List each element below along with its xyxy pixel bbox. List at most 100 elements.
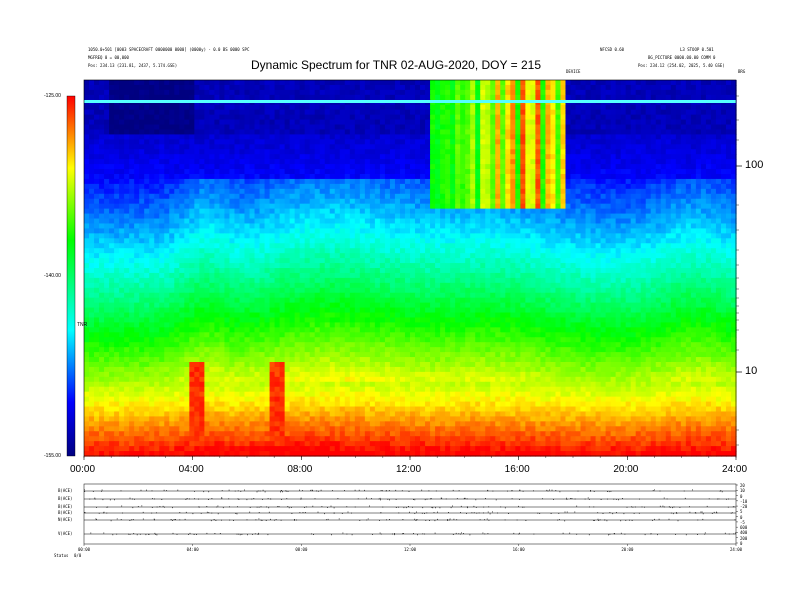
spectrum-cell bbox=[605, 154, 612, 160]
spectrum-cell bbox=[104, 258, 110, 264]
spectrum-cell bbox=[94, 188, 100, 195]
spectrum-cell bbox=[410, 208, 416, 215]
spectrum-cell bbox=[430, 80, 436, 86]
spectrum-cell bbox=[344, 124, 351, 131]
spectrum-cell bbox=[154, 213, 160, 220]
spectrum-cell bbox=[89, 183, 95, 190]
spectrum-cell bbox=[294, 218, 301, 225]
spectrum-cell bbox=[475, 238, 481, 244]
spectrum-cell bbox=[99, 248, 105, 254]
spectrum-cell bbox=[184, 119, 190, 126]
spectrum-cell bbox=[700, 208, 707, 215]
spectrum-cell bbox=[720, 84, 727, 91]
spectrum-cell bbox=[515, 134, 521, 140]
spectrum-cell bbox=[294, 178, 301, 185]
spectrum-cell bbox=[475, 139, 481, 145]
spectrum-cell bbox=[720, 198, 727, 205]
spectrum-cell bbox=[229, 149, 236, 155]
spectrum-cell bbox=[435, 144, 441, 150]
spectrum-cell bbox=[480, 238, 486, 244]
spectrum-cell bbox=[515, 188, 521, 195]
spectrum-cell bbox=[364, 178, 371, 185]
spectrum-cell bbox=[109, 134, 115, 140]
spectrum-cell bbox=[445, 84, 451, 91]
spectrum-cell bbox=[234, 89, 241, 96]
spectrum-cell bbox=[710, 183, 717, 190]
spectrum-cell bbox=[590, 263, 597, 269]
spectrum-cell bbox=[645, 248, 652, 254]
spectrum-cell bbox=[84, 263, 90, 269]
spectrum-cell bbox=[440, 218, 446, 225]
spectrum-cell bbox=[189, 174, 195, 180]
spectrum-cell bbox=[710, 159, 717, 165]
spectrum-cell bbox=[590, 80, 597, 86]
spectrum-cell bbox=[324, 178, 331, 185]
spectrum-cell bbox=[329, 109, 336, 116]
spectrum-cell bbox=[264, 263, 271, 269]
spectrum-cell bbox=[500, 174, 506, 180]
spectrum-cell bbox=[174, 164, 180, 170]
spectrum-cell bbox=[229, 84, 236, 91]
spectrum-cell bbox=[284, 233, 291, 239]
spectrum-cell bbox=[344, 149, 351, 155]
spectrum-cell bbox=[435, 114, 441, 121]
spectrum-cell bbox=[119, 174, 125, 180]
spectrum-cell bbox=[89, 218, 95, 225]
spectrum-cell bbox=[219, 80, 226, 86]
spectrum-cell bbox=[715, 208, 722, 215]
spectrum-cell bbox=[505, 149, 511, 155]
spectrum-cell bbox=[249, 94, 256, 101]
spectrum-cell bbox=[209, 124, 215, 131]
spectrum-cell bbox=[394, 228, 401, 234]
spectrum-cell bbox=[299, 263, 306, 269]
spectrum-cell bbox=[420, 193, 426, 200]
spectrum-cell bbox=[585, 80, 592, 86]
spectrum-cell bbox=[359, 144, 366, 150]
spectrum-cell bbox=[705, 238, 712, 244]
spectrum-cell bbox=[394, 174, 401, 180]
spectrum-cell bbox=[605, 84, 612, 91]
spectrum-cell bbox=[715, 174, 722, 180]
spectrum-cell bbox=[129, 228, 135, 234]
spectrum-cell bbox=[470, 208, 476, 215]
spectrum-cell bbox=[154, 89, 160, 96]
spectrum-cell bbox=[154, 164, 160, 170]
spectrum-cell bbox=[660, 94, 667, 101]
spectrum-cell bbox=[309, 238, 316, 244]
spectrum-cell bbox=[480, 114, 486, 121]
spectrum-cell bbox=[89, 243, 95, 249]
spectrum-cell bbox=[490, 218, 496, 225]
spectrum-cell bbox=[555, 124, 562, 131]
spectrum-cell bbox=[565, 213, 572, 220]
spectrum-cell bbox=[600, 243, 607, 249]
spectrum-cell bbox=[550, 164, 557, 170]
spectrum-cell bbox=[560, 139, 567, 145]
spectrum-cell bbox=[374, 233, 381, 239]
spectrum-cell bbox=[394, 164, 401, 170]
spectrum-cell bbox=[535, 183, 541, 190]
spectrum-cell bbox=[710, 104, 717, 111]
spectrum-cell bbox=[485, 139, 491, 145]
spectrum-cell bbox=[490, 258, 496, 264]
spectrum-cell bbox=[229, 223, 236, 230]
spectrum-cell bbox=[324, 233, 331, 239]
spectrum-cell bbox=[154, 129, 160, 136]
spectrum-cell bbox=[254, 139, 261, 145]
spectrum-cell bbox=[114, 169, 120, 175]
spectrum-cell bbox=[720, 193, 727, 200]
spectrum-cell bbox=[249, 124, 256, 131]
spectrum-cell bbox=[374, 248, 381, 254]
spectrum-cell bbox=[389, 124, 396, 131]
spectrum-cell bbox=[625, 80, 632, 86]
spectrum-cell bbox=[595, 263, 602, 269]
spectrum-cell bbox=[184, 203, 190, 210]
spectrum-cell bbox=[585, 84, 592, 91]
spectrum-cell bbox=[515, 129, 521, 136]
spectrum-cell bbox=[450, 124, 456, 131]
spectrum-cell bbox=[374, 154, 381, 160]
spectrum-cell bbox=[570, 174, 577, 180]
spectrum-cell bbox=[495, 223, 501, 230]
spectrum-cell bbox=[199, 119, 205, 126]
spectrum-cell bbox=[560, 80, 567, 86]
spectrum-cell bbox=[239, 248, 246, 254]
